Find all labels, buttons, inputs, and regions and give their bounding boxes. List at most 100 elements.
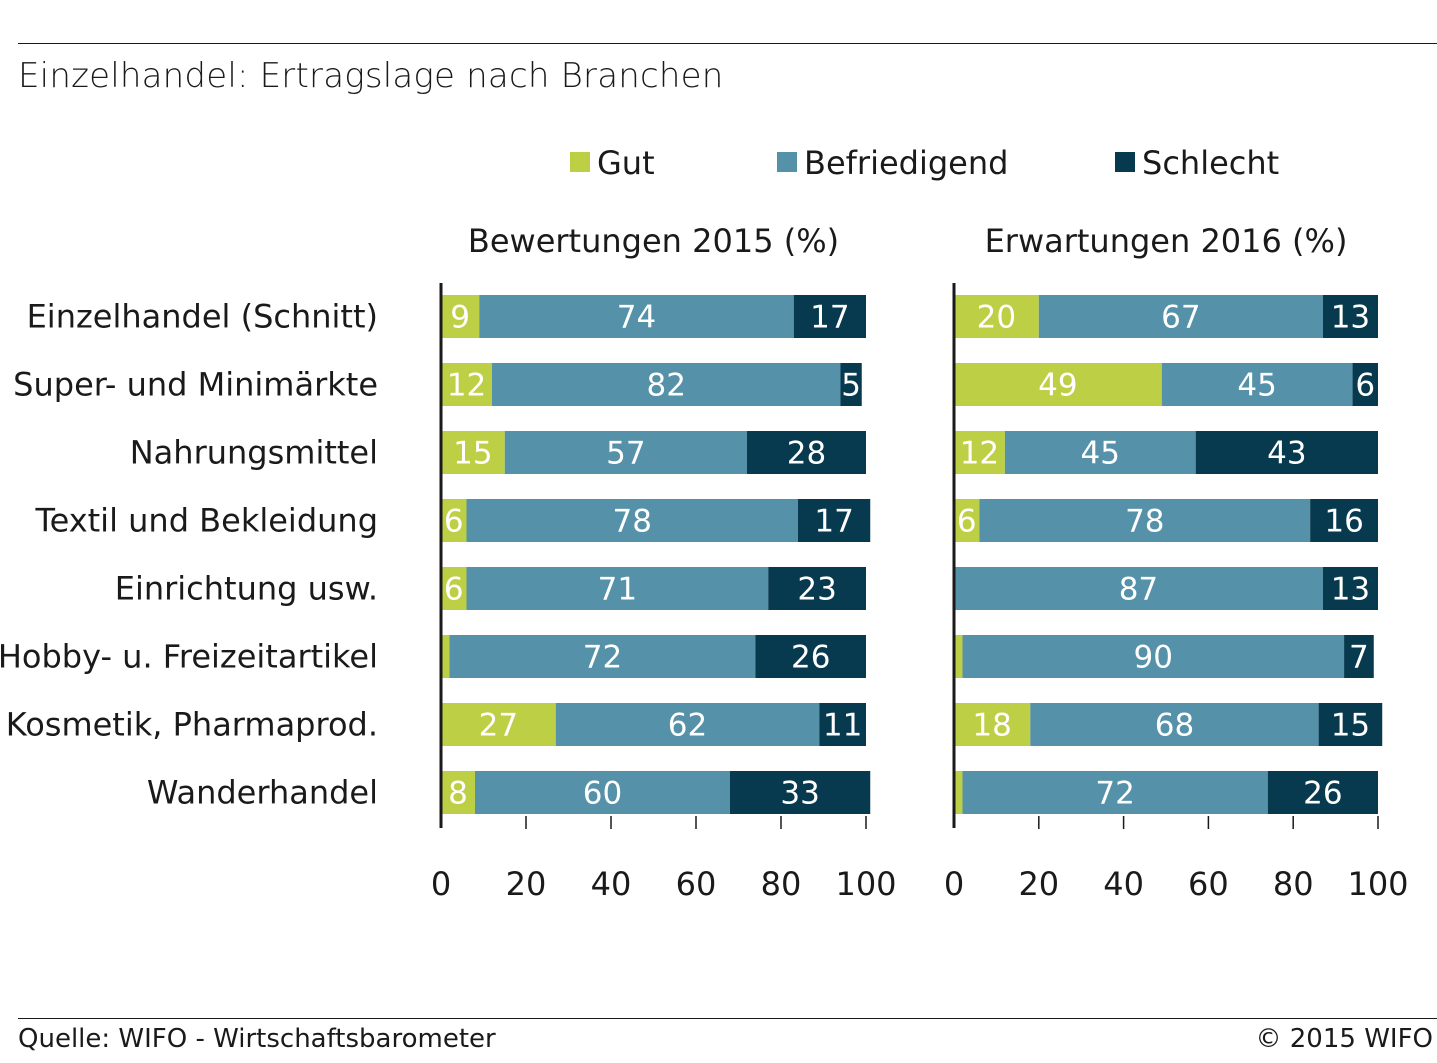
x-tick-label-p1-3: 60 bbox=[1188, 865, 1229, 903]
bar-p0-r5-s0 bbox=[441, 635, 450, 678]
data-label-p0-r0-s0: 9 bbox=[450, 300, 470, 336]
data-label-p0-r6-s2: 11 bbox=[823, 708, 862, 744]
data-label-p1-r3-s1: 78 bbox=[1125, 504, 1164, 540]
source-note: Quelle: WIFO - Wirtschaftsbarometer bbox=[18, 1024, 496, 1054]
footer-rule bbox=[18, 1018, 1437, 1019]
bar-p0-r6-s1 bbox=[555, 703, 820, 746]
bar-p1-r2-s1 bbox=[1004, 431, 1196, 474]
legend-label-1: Befriedigend bbox=[804, 144, 1008, 182]
data-label-p0-r3-s1: 78 bbox=[613, 504, 652, 540]
bar-p1-r5-s1 bbox=[962, 635, 1345, 678]
category-label-3: Textil und Bekleidung bbox=[34, 502, 378, 540]
data-label-p1-r5-s2: 7 bbox=[1349, 640, 1369, 676]
data-label-p1-r1-s0: 49 bbox=[1038, 368, 1077, 404]
bar-p1-r1-s2 bbox=[1352, 363, 1378, 406]
x-tick-label-p0-0: 0 bbox=[431, 865, 451, 903]
data-label-p0-r7-s0: 8 bbox=[448, 776, 468, 812]
bar-p0-r1-s1 bbox=[492, 363, 841, 406]
bar-p0-r3-s0 bbox=[441, 499, 467, 542]
bar-p1-r5-s0 bbox=[954, 635, 963, 678]
bar-p0-r1-s2 bbox=[840, 363, 862, 406]
legend-swatch-1 bbox=[777, 152, 797, 172]
bar-p1-r0-s2 bbox=[1322, 295, 1378, 338]
data-label-p0-r0-s2: 17 bbox=[810, 300, 849, 336]
bar-p1-r6-s0 bbox=[954, 703, 1031, 746]
bar-p0-r2-s2 bbox=[747, 431, 866, 474]
data-label-p0-r2-s0: 15 bbox=[453, 436, 492, 472]
data-label-p0-r1-s1: 82 bbox=[647, 368, 686, 404]
legend-label-0: Gut bbox=[597, 144, 655, 182]
bar-p0-r7-s0 bbox=[441, 771, 475, 814]
bar-p1-r4-s1 bbox=[954, 567, 1323, 610]
chart-title: Einzelhandel: Ertragslage nach Branchen bbox=[18, 56, 724, 96]
data-label-p0-r3-s2: 17 bbox=[814, 504, 853, 540]
bar-p1-r7-s0 bbox=[954, 771, 963, 814]
bar-p0-r2-s1 bbox=[504, 431, 747, 474]
data-label-p0-r2-s2: 28 bbox=[787, 436, 826, 472]
data-label-p1-r3-s2: 16 bbox=[1324, 504, 1363, 540]
bar-p1-r2-s0 bbox=[954, 431, 1005, 474]
bar-p1-r3-s0 bbox=[954, 499, 980, 542]
bar-p0-r6-s0 bbox=[441, 703, 556, 746]
data-label-p1-r4-s1: 87 bbox=[1119, 572, 1158, 608]
data-label-p0-r6-s1: 62 bbox=[668, 708, 707, 744]
bar-p0-r7-s2 bbox=[730, 771, 871, 814]
data-label-p1-r7-s2: 26 bbox=[1303, 776, 1342, 812]
x-tick-label-p1-5: 100 bbox=[1347, 865, 1408, 903]
bar-p0-r5-s2 bbox=[755, 635, 866, 678]
bar-p0-r0-s1 bbox=[479, 295, 794, 338]
bar-p0-r3-s1 bbox=[466, 499, 798, 542]
x-tick-label-p1-0: 0 bbox=[944, 865, 964, 903]
data-label-p1-r6-s0: 18 bbox=[972, 708, 1011, 744]
bar-p1-r0-s0 bbox=[954, 295, 1039, 338]
bar-p1-r0-s1 bbox=[1038, 295, 1323, 338]
data-label-p0-r6-s0: 27 bbox=[479, 708, 518, 744]
bar-p1-r2-s2 bbox=[1195, 431, 1378, 474]
data-label-p1-r0-s1: 67 bbox=[1161, 300, 1200, 336]
bar-p0-r2-s0 bbox=[441, 431, 505, 474]
bar-p0-r0-s0 bbox=[441, 295, 480, 338]
category-label-6: Kosmetik, Pharmaprod. bbox=[6, 706, 378, 744]
data-label-p1-r3-s0: 6 bbox=[957, 504, 977, 540]
category-label-2: Nahrungsmittel bbox=[130, 434, 378, 472]
data-label-p0-r3-s0: 6 bbox=[444, 504, 464, 540]
panel-title-0: Bewertungen 2015 (%) bbox=[468, 222, 839, 260]
bar-p1-r4-s2 bbox=[1322, 567, 1378, 610]
top-rule bbox=[18, 43, 1437, 44]
bar-p0-r3-s2 bbox=[798, 499, 871, 542]
data-label-p1-r1-s2: 6 bbox=[1355, 368, 1375, 404]
legend-label-2: Schlecht bbox=[1142, 144, 1279, 182]
bar-p0-r4-s1 bbox=[466, 567, 769, 610]
category-label-4: Einrichtung usw. bbox=[115, 570, 378, 608]
panel-title-1: Erwartungen 2016 (%) bbox=[985, 222, 1348, 260]
bar-p0-r1-s0 bbox=[441, 363, 492, 406]
data-label-p0-r4-s2: 23 bbox=[797, 572, 836, 608]
x-tick-label-p0-2: 40 bbox=[591, 865, 632, 903]
bar-p1-r6-s1 bbox=[1030, 703, 1319, 746]
category-label-1: Super- und Minimärkte bbox=[13, 366, 378, 404]
data-label-p1-r0-s0: 20 bbox=[977, 300, 1016, 336]
bar-p0-r5-s1 bbox=[449, 635, 756, 678]
data-label-p1-r5-s1: 90 bbox=[1134, 640, 1173, 676]
bar-p1-r1-s1 bbox=[1161, 363, 1353, 406]
data-label-p0-r2-s1: 57 bbox=[606, 436, 645, 472]
data-label-p1-r6-s2: 15 bbox=[1331, 708, 1370, 744]
bar-p0-r6-s2 bbox=[819, 703, 866, 746]
category-label-0: Einzelhandel (Schnitt) bbox=[27, 298, 378, 336]
data-label-p0-r1-s0: 12 bbox=[447, 368, 486, 404]
x-tick-label-p0-3: 60 bbox=[676, 865, 717, 903]
data-label-p0-r0-s1: 74 bbox=[617, 300, 656, 336]
data-label-p0-r5-s2: 26 bbox=[791, 640, 830, 676]
data-label-p0-r7-s1: 60 bbox=[583, 776, 622, 812]
bar-p1-r5-s2 bbox=[1344, 635, 1374, 678]
bar-p1-r3-s1 bbox=[979, 499, 1311, 542]
x-tick-label-p0-1: 20 bbox=[506, 865, 547, 903]
x-tick-label-p1-4: 80 bbox=[1273, 865, 1314, 903]
bar-p0-r4-s0 bbox=[441, 567, 467, 610]
chart-canvas: Gut Befriedigend Schlecht Einzelhandel (Sch… bbox=[0, 144, 1409, 903]
data-label-p0-r4-s1: 71 bbox=[598, 572, 637, 608]
bar-p1-r3-s2 bbox=[1310, 499, 1378, 542]
data-label-p1-r6-s1: 68 bbox=[1155, 708, 1194, 744]
category-label-5: Hobby- u. Freizeitartikel bbox=[0, 638, 378, 676]
data-label-p1-r2-s1: 45 bbox=[1081, 436, 1120, 472]
